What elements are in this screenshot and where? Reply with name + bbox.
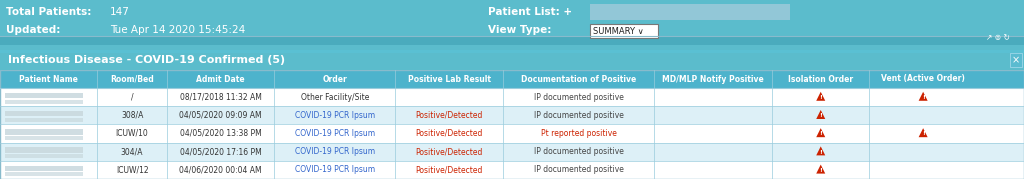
Text: Positive Lab Result: Positive Lab Result	[408, 74, 490, 83]
FancyBboxPatch shape	[5, 93, 83, 98]
Text: IP documented positive: IP documented positive	[534, 147, 624, 156]
Text: !: !	[819, 131, 822, 136]
Text: !: !	[819, 113, 822, 118]
Text: COVID-19 PCR Ipsum: COVID-19 PCR Ipsum	[295, 165, 375, 174]
Text: 04/05/2020 13:38 PM: 04/05/2020 13:38 PM	[180, 129, 261, 138]
Text: 04/05/2020 09:09 AM: 04/05/2020 09:09 AM	[179, 111, 262, 120]
FancyBboxPatch shape	[1010, 53, 1022, 67]
Text: ICUW/12: ICUW/12	[116, 165, 148, 174]
Text: !: !	[819, 150, 822, 155]
Text: MD/MLP Notify Positive: MD/MLP Notify Positive	[663, 74, 764, 83]
Text: Order: Order	[323, 74, 347, 83]
FancyBboxPatch shape	[5, 111, 83, 116]
Text: Infectious Disease - COVID-19 Confirmed (5): Infectious Disease - COVID-19 Confirmed …	[8, 55, 285, 65]
Text: View Type:: View Type:	[488, 25, 551, 35]
Text: Positive/Detected: Positive/Detected	[416, 147, 482, 156]
Text: Vent (Active Order): Vent (Active Order)	[882, 74, 965, 83]
FancyBboxPatch shape	[0, 70, 1024, 88]
Polygon shape	[816, 92, 825, 101]
Text: !: !	[922, 131, 925, 136]
FancyBboxPatch shape	[0, 88, 1024, 106]
FancyBboxPatch shape	[0, 50, 1024, 53]
FancyBboxPatch shape	[590, 24, 658, 38]
Text: Tue Apr 14 2020 15:45:24: Tue Apr 14 2020 15:45:24	[110, 25, 246, 35]
Text: ICUW/10: ICUW/10	[116, 129, 148, 138]
Text: IP documented positive: IP documented positive	[534, 93, 624, 102]
Text: ↗ ⊚ ↻: ↗ ⊚ ↻	[986, 33, 1010, 42]
Text: 304/A: 304/A	[121, 147, 143, 156]
Text: Positive/Detected: Positive/Detected	[416, 111, 482, 120]
Text: Isolation Order: Isolation Order	[788, 74, 853, 83]
FancyBboxPatch shape	[5, 166, 83, 171]
Text: COVID-19 PCR Ipsum: COVID-19 PCR Ipsum	[295, 129, 375, 138]
FancyBboxPatch shape	[5, 147, 83, 153]
Text: 04/06/2020 00:04 AM: 04/06/2020 00:04 AM	[179, 165, 262, 174]
Text: SUMMARY ∨: SUMMARY ∨	[593, 26, 644, 35]
Text: 308/A: 308/A	[121, 111, 143, 120]
Text: COVID-19 PCR Ipsum: COVID-19 PCR Ipsum	[295, 111, 375, 120]
FancyBboxPatch shape	[5, 118, 83, 122]
Text: IP documented positive: IP documented positive	[534, 111, 624, 120]
FancyBboxPatch shape	[5, 154, 83, 158]
Text: ×: ×	[1012, 55, 1020, 65]
Text: 08/17/2018 11:32 AM: 08/17/2018 11:32 AM	[180, 93, 261, 102]
Text: !: !	[819, 95, 822, 100]
Text: !: !	[819, 168, 822, 173]
Text: 147: 147	[110, 7, 130, 17]
FancyBboxPatch shape	[0, 143, 1024, 161]
Polygon shape	[816, 146, 825, 155]
FancyBboxPatch shape	[5, 136, 83, 140]
Text: Patient Name: Patient Name	[19, 74, 78, 83]
FancyBboxPatch shape	[0, 161, 1024, 179]
Text: 04/05/2020 17:16 PM: 04/05/2020 17:16 PM	[180, 147, 261, 156]
FancyBboxPatch shape	[0, 124, 1024, 143]
Polygon shape	[816, 110, 825, 119]
Polygon shape	[919, 92, 928, 101]
Text: Pt reported positive: Pt reported positive	[541, 129, 616, 138]
Text: Room/Bed: Room/Bed	[111, 74, 154, 83]
FancyBboxPatch shape	[5, 100, 83, 103]
Polygon shape	[816, 165, 825, 174]
Polygon shape	[816, 128, 825, 137]
Text: Positive/Detected: Positive/Detected	[416, 129, 482, 138]
Polygon shape	[919, 128, 928, 137]
Text: Updated:: Updated:	[6, 25, 60, 35]
Text: Patient List: +: Patient List: +	[488, 7, 572, 17]
Text: Total Patients:: Total Patients:	[6, 7, 91, 17]
FancyBboxPatch shape	[5, 172, 83, 176]
FancyBboxPatch shape	[0, 106, 1024, 124]
FancyBboxPatch shape	[590, 4, 790, 20]
Text: Documentation of Positive: Documentation of Positive	[521, 74, 636, 83]
FancyBboxPatch shape	[5, 129, 83, 135]
Text: IP documented positive: IP documented positive	[534, 165, 624, 174]
Text: COVID-19 PCR Ipsum: COVID-19 PCR Ipsum	[295, 147, 375, 156]
Text: Admit Date: Admit Date	[197, 74, 245, 83]
Text: /: /	[131, 93, 133, 102]
Text: Other Facility/Site: Other Facility/Site	[301, 93, 369, 102]
Text: !: !	[922, 95, 925, 100]
Text: Positive/Detected: Positive/Detected	[416, 165, 482, 174]
FancyBboxPatch shape	[0, 37, 1024, 45]
